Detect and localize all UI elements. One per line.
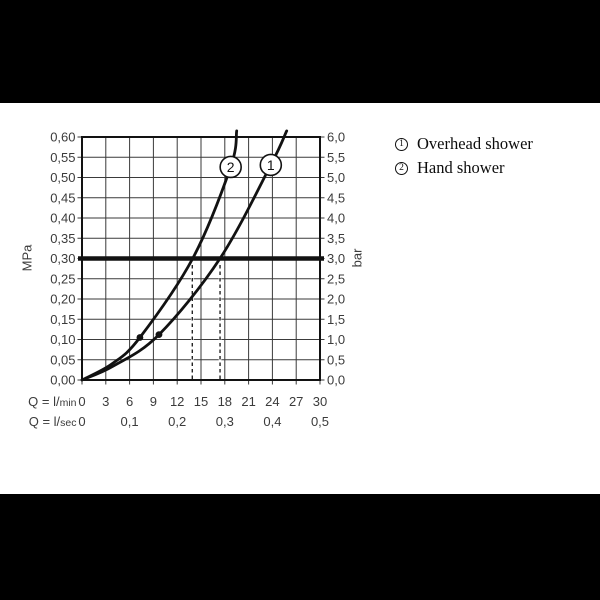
legend-label-hand-shower: Hand shower <box>417 158 505 177</box>
x-tick-label-lmin: 30 <box>313 394 327 409</box>
curve-label-1: 1 <box>259 153 283 177</box>
y-tick-label-mpa: 0,25 <box>50 271 75 286</box>
top-black-band <box>0 0 600 103</box>
x-tick-label-lmin: 21 <box>241 394 255 409</box>
curve-label-number-1: 1 <box>267 157 275 173</box>
y-tick-label-bar: 5,5 <box>327 150 345 165</box>
x-tick-label-lmin: 3 <box>102 394 109 409</box>
y-tick-label-bar: 2,5 <box>327 271 345 286</box>
y-tick-label-bar: 4,5 <box>327 190 345 205</box>
x-tick-label-lsec: 0,4 <box>263 414 281 429</box>
legend-item-hand-shower: 2 Hand shower <box>395 156 533 180</box>
y-axis-left-title: MPa <box>20 244 35 272</box>
x-tick-label-lmin: 6 <box>126 394 133 409</box>
x-axis-row-label-lmin: Q = l/min <box>28 394 77 409</box>
y-tick-label-mpa: 0,60 <box>50 130 75 145</box>
y-tick-label-mpa: 0,05 <box>50 352 75 367</box>
bottom-black-band <box>0 494 600 600</box>
x-tick-label-lmin: 0 <box>78 394 85 409</box>
x-axis-row-label-lsec: Q = l/sec <box>29 414 77 429</box>
y-tick-label-mpa: 0,30 <box>50 251 75 266</box>
legend-label-overhead-shower: Overhead shower <box>417 134 533 153</box>
legend-item-overhead-shower: 1 Overhead shower <box>395 132 533 156</box>
x-tick-label-lmin: 15 <box>194 394 208 409</box>
y-tick-label-bar: 0,0 <box>327 373 345 388</box>
y-tick-label-bar: 6,0 <box>327 130 345 145</box>
curve-label-circle-2 <box>219 155 242 179</box>
y-tick-label-bar: 1,0 <box>327 332 345 347</box>
y-tick-label-mpa: 0,50 <box>50 170 75 185</box>
x-axis-labels: 0 3 6 9 12 15 18 21 24 27 30 0 0,1 0,2 0,3 0,4 0,5 Q = l/… <box>28 394 329 429</box>
x-tick-label-lsec: 0 <box>78 414 85 429</box>
y-tick-label-mpa: 0,10 <box>50 332 75 347</box>
x-tick-label-lmin: 24 <box>265 394 279 409</box>
y-tick-label-bar: 2,0 <box>327 292 345 307</box>
curve-label-2: 2 <box>219 155 242 179</box>
y-tick-label-mpa: 0,15 <box>50 312 75 327</box>
x-tick-label-lmin: 12 <box>170 394 184 409</box>
x-tick-label-lmin: 18 <box>218 394 232 409</box>
dashed-flow-lines <box>190 262 222 379</box>
curve-2 <box>80 129 239 382</box>
y-tick-label-bar: 3,0 <box>327 251 345 266</box>
bar-label: bar <box>350 248 365 267</box>
legend-marker-2-icon: 2 <box>395 161 408 175</box>
curve-1 <box>80 129 289 382</box>
y-tick-label-bar: 3,5 <box>327 231 345 246</box>
curve-2-dot <box>136 334 144 341</box>
y-tick-label-mpa: 0,00 <box>50 373 75 388</box>
y-tick-label-mpa: 0,40 <box>50 211 75 226</box>
y-tick-label-bar: 4,0 <box>327 211 345 226</box>
x-tick-label-lsec: 0,5 <box>311 414 329 429</box>
legend-marker-1-icon: 1 <box>395 137 408 151</box>
mpa-label: MPa <box>20 244 35 272</box>
y-tick-label-mpa: 0,45 <box>50 190 75 205</box>
legend: 1 Overhead shower 2 Hand shower <box>395 132 533 180</box>
x-tick-label-lsec: 0,3 <box>216 414 234 429</box>
y-tick-label-mpa: 0,20 <box>50 292 75 307</box>
curve-label-number-2: 2 <box>227 159 235 175</box>
y-axis-right-labels: 6,0 5,5 5,0 4,5 4,0 3,5 3,0 2,5 2,0 1,5 1,0 0,5 0,0 <box>327 130 345 388</box>
y-axis-left-labels: 0,60 0,55 0,50 0,45 0,40 0,35 0,30 0,25 0,20 0,15… <box>50 130 75 388</box>
y-tick-label-mpa: 0,55 <box>50 150 75 165</box>
y-tick-label-bar: 5,0 <box>327 170 345 185</box>
x-tick-label-lmin: 9 <box>150 394 157 409</box>
x-tick-label-lmin: 27 <box>289 394 303 409</box>
y-tick-label-bar: 1,5 <box>327 312 345 327</box>
x-tick-label-lsec: 0,2 <box>168 414 186 429</box>
y-axis-right-title: bar <box>350 248 365 267</box>
curve-label-circle-1 <box>259 153 283 177</box>
curve-1-dot <box>155 331 163 339</box>
x-tick-label-lsec: 0,1 <box>121 414 139 429</box>
y-tick-label-bar: 0,5 <box>327 352 345 367</box>
y-tick-label-mpa: 0,35 <box>50 231 75 246</box>
